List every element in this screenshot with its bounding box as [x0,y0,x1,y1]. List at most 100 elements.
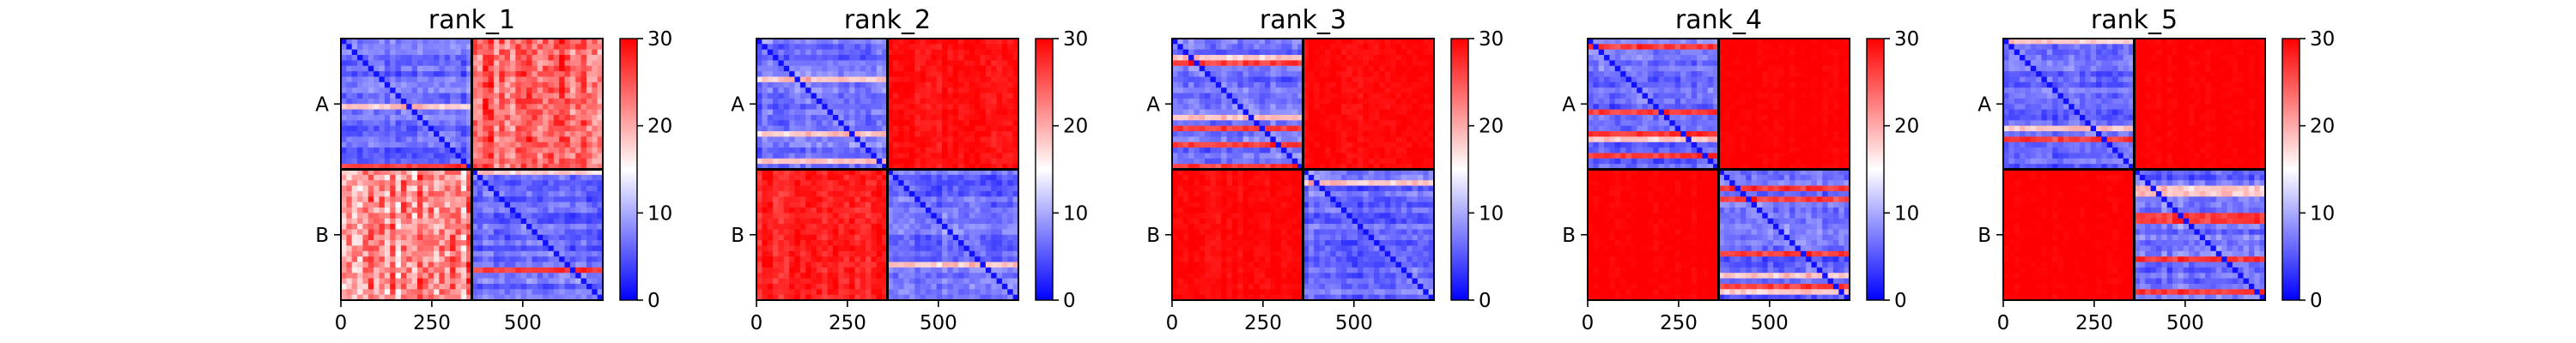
heatmap-cell [455,169,462,176]
heatmap-cell [975,136,981,143]
heatmap-cell [597,213,604,220]
heatmap-cell [975,180,981,187]
heatmap-cell [1248,49,1255,56]
heatmap-cell [444,141,451,148]
heatmap-cell [887,60,894,67]
heatmap-cell [783,49,790,56]
heatmap-cell [969,141,975,148]
heatmap-cell [460,224,467,230]
heatmap-cell [548,44,555,51]
heatmap-cell [822,174,829,181]
heatmap-cell [1007,125,1014,132]
heatmap-cell [586,87,592,94]
heatmap-cell [543,278,550,285]
heatmap-cell [488,289,495,296]
heatmap-cell [947,196,954,203]
heatmap-cell [379,262,386,268]
heatmap-cell [543,136,550,143]
heatmap-cell [942,278,948,285]
heatmap-cell [400,169,407,176]
heatmap-cell [362,202,369,208]
heatmap-cell [887,294,894,301]
heatmap-cell [920,240,927,247]
heatmap-cell [783,190,790,197]
heatmap-cell [903,131,910,137]
heatmap-cell [811,273,817,280]
heatmap-cell [351,196,358,203]
heatmap-cell [520,131,527,137]
heatmap-cell [854,256,861,263]
heatmap-cell [564,158,571,165]
heatmap-cell [346,283,353,290]
heatmap-cell [526,180,532,187]
heatmap-cell [390,131,397,137]
heatmap-cell [805,44,812,51]
heatmap-cell [789,229,796,236]
heatmap-cell [914,190,921,197]
heatmap-cell [996,114,1003,121]
heatmap-cell [892,278,899,285]
heatmap-cell [958,87,965,94]
heatmap-cell [816,76,823,83]
heatmap-cell [564,224,571,230]
heatmap-cell [483,60,489,67]
heatmap-cell [597,120,604,127]
heatmap-cell [434,294,440,301]
heatmap-cell [509,273,516,280]
heatmap-cell [559,109,566,116]
heatmap-cell [537,131,544,137]
heatmap-cell [876,76,883,83]
heatmap-cell [384,196,391,203]
heatmap-cell [526,262,532,268]
heatmap-cell [509,164,516,171]
heatmap-cell [773,98,780,105]
heatmap-cell [931,180,938,187]
heatmap-cell [341,87,347,94]
heatmap-cell [931,104,938,111]
heatmap-cell [871,55,878,62]
heatmap-cell [416,158,423,165]
heatmap-cell [936,169,943,176]
heatmap-cell [379,283,386,290]
heatmap-cell [952,294,959,301]
heatmap-cell [1259,39,1266,45]
heatmap-cell [416,224,423,230]
heatmap-cell [575,234,582,241]
heatmap-cell [543,158,550,165]
heatmap-cell [444,240,451,247]
heatmap-cell [876,207,883,214]
heatmap-cell [783,245,790,252]
heatmap-cell [985,65,992,72]
heatmap-cell [871,125,878,132]
heatmap-cell [925,262,932,268]
heatmap-cell [357,234,364,241]
heatmap-cell [903,114,910,121]
heatmap-cell [980,39,987,45]
heatmap-cell [362,256,369,263]
heatmap-cell [346,60,353,67]
heatmap-cell [903,125,910,132]
heatmap-cell [1400,39,1407,45]
heatmap-cell [832,120,839,127]
heatmap-cell [963,190,970,197]
heatmap-cell [406,207,413,214]
heatmap-cell [592,180,598,187]
heatmap-cell [903,65,910,72]
heatmap-cell [395,81,402,88]
heatmap-cell [805,164,812,171]
heatmap-cell [996,283,1003,290]
heatmap-cell [991,93,998,99]
heatmap-cell [975,120,981,127]
heatmap-cell [537,213,544,220]
heatmap-cell [509,256,516,263]
heatmap-cell [532,224,538,230]
heatmap-cell [849,267,855,274]
heatmap-cell [444,256,451,263]
heatmap-cell [783,65,790,72]
heatmap-cell [390,250,397,257]
heatmap-cell [908,169,915,176]
heatmap-cell [422,174,429,181]
heatmap-cell [991,98,998,105]
heatmap-cell [537,294,544,301]
heatmap-cell [1319,39,1326,45]
